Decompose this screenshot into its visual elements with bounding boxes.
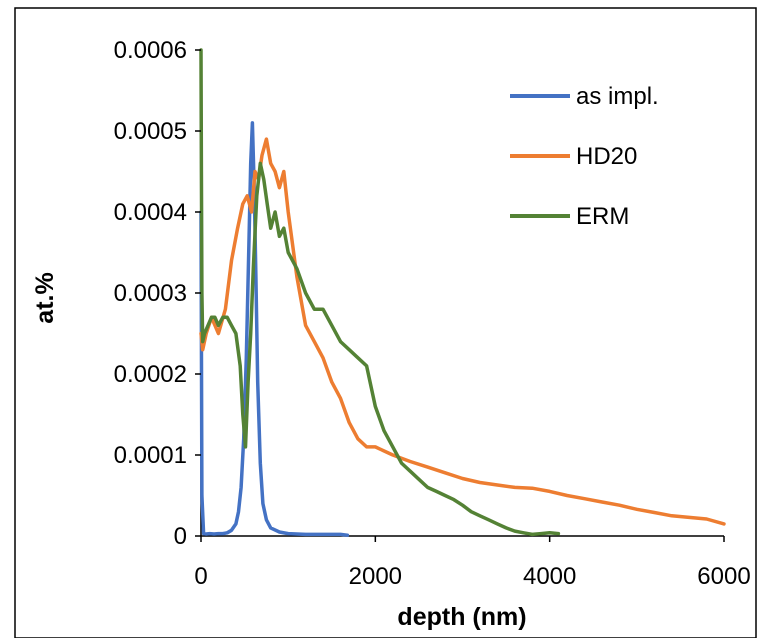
y-tick-label: 0.0004 bbox=[114, 199, 187, 226]
legend-label-0: as impl. bbox=[576, 83, 659, 110]
y-tick-label: 0.0002 bbox=[114, 361, 187, 388]
y-tick-label: 0.0003 bbox=[114, 280, 187, 307]
y-tick-label: 0.0001 bbox=[114, 442, 187, 469]
x-tick-label: 4000 bbox=[523, 563, 576, 590]
chart-border bbox=[14, 7, 757, 638]
y-axis-title: at.% bbox=[31, 272, 59, 323]
y-tick-label: 0.0005 bbox=[114, 118, 187, 145]
y-tick-label: 0 bbox=[174, 523, 187, 550]
x-tick-label: 0 bbox=[194, 563, 207, 590]
series-line-1 bbox=[199, 137, 726, 526]
y-tick-label: 0.0006 bbox=[114, 37, 187, 64]
legend-label-2: ERM bbox=[576, 203, 629, 230]
x-tick-label: 6000 bbox=[697, 563, 750, 590]
ticks-layer: 0 0.0001 0.0002 0.0003 0.0004 0.0005 0.0006 0 20… bbox=[114, 37, 751, 590]
x-axis-title: depth (nm) bbox=[397, 603, 526, 631]
legend-label-1: HD20 bbox=[576, 143, 637, 170]
series-line-0 bbox=[199, 121, 350, 537]
x-tick-label: 2000 bbox=[349, 563, 402, 590]
series-line-2 bbox=[199, 48, 561, 537]
series-layer bbox=[199, 48, 726, 537]
legend: as impl. HD20 ERM bbox=[510, 83, 659, 230]
